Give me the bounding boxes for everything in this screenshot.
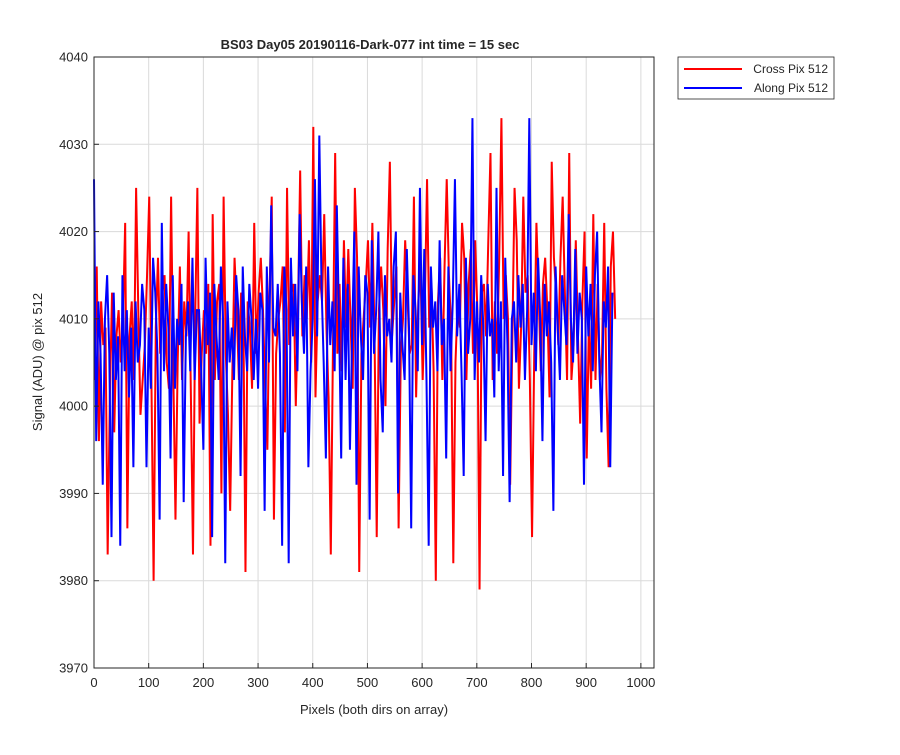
legend-label-along: Along Pix 512 [754,81,828,95]
y-tick-label: 3980 [59,573,88,588]
x-axis-label: Pixels (both dirs on array) [300,702,448,717]
x-tick-label: 200 [193,675,215,690]
x-tick-label: 700 [466,675,488,690]
chart-title: BS03 Day05 20190116-Dark-077 int time = … [221,37,520,52]
x-tick-label: 1000 [626,675,655,690]
series-line-along-pix-512 [93,118,614,564]
y-tick-label: 4030 [59,137,88,152]
legend-box [677,56,835,100]
x-tick-label: 600 [411,675,433,690]
x-tick-label: 900 [575,675,597,690]
legend-label-cross: Cross Pix 512 [753,62,828,76]
y-tick-label: 4020 [59,224,88,239]
x-tick-label: 100 [138,675,160,690]
x-tick-label: 800 [521,675,543,690]
x-tick-label: 300 [247,675,269,690]
y-tick-label: 4010 [59,311,88,326]
y-tick-label: 3970 [59,661,88,676]
y-tick-label: 4040 [59,50,88,65]
x-tick-label: 0 [90,675,97,690]
axis-ticks: 0 100 200 300 400 500 600 700 800 900 1000 3970 3980… [59,50,655,691]
plot-area-border [93,56,655,669]
x-tick-label: 500 [357,675,379,690]
y-tick-label: 3990 [59,486,88,501]
legend[interactable]: Cross Pix 512 Along Pix 512 [677,56,835,100]
data-series [93,118,617,590]
y-tick-label: 4000 [59,399,88,414]
y-axis-label: Signal (ADU) @ pix 512 [30,293,45,431]
x-tick-label: 400 [302,675,324,690]
